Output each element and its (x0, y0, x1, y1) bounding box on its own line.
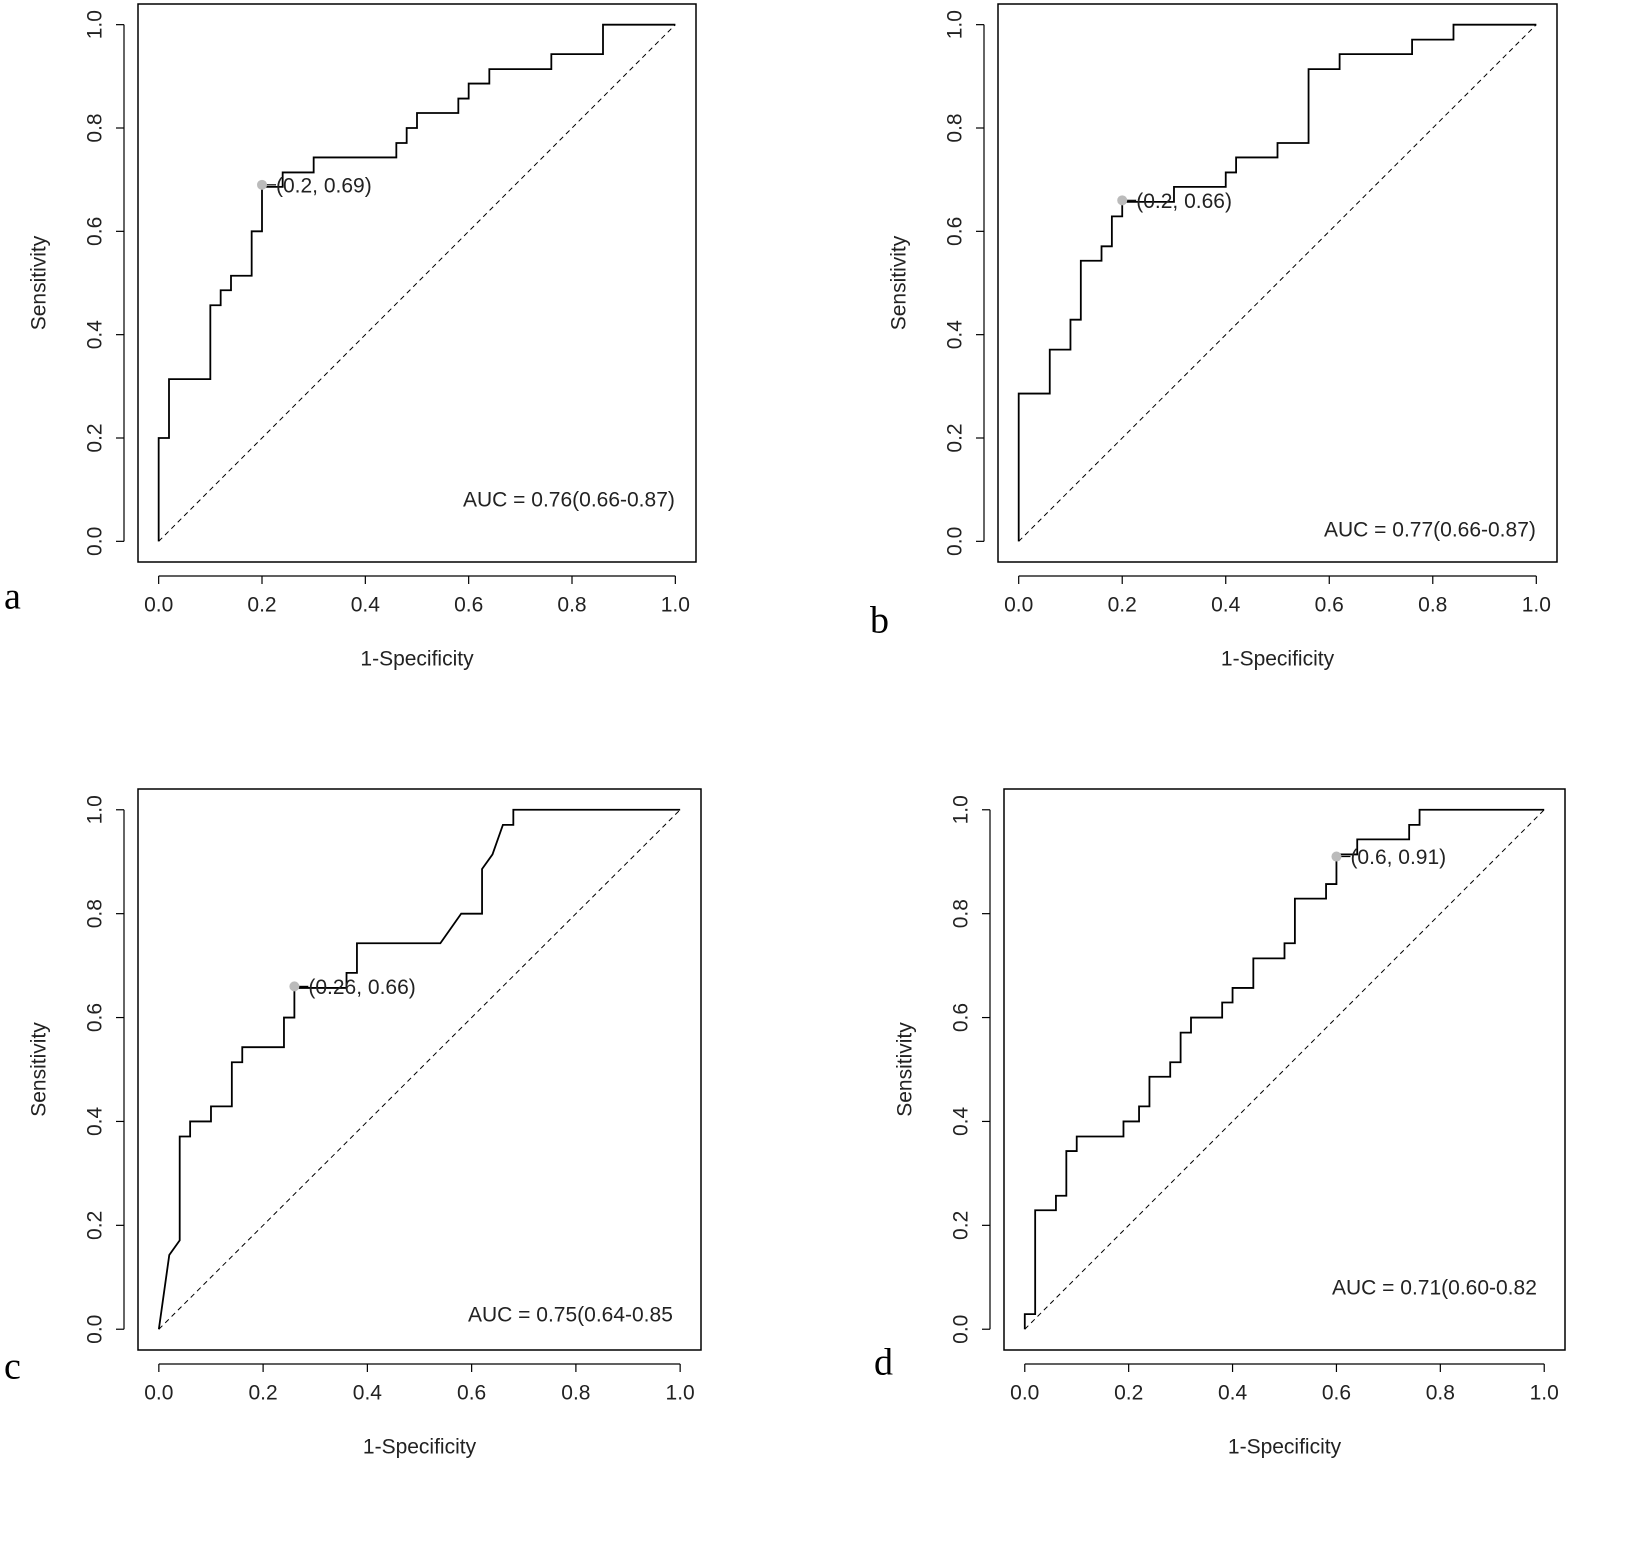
plot-frame (137, 3, 697, 563)
x-tick-label: 0.0 (144, 594, 173, 617)
annotation-group: AUC = 0.76(0.66-0.87) (463, 489, 675, 512)
y-tick-label: 0.2 (84, 1211, 107, 1240)
panel-label: b (870, 600, 889, 642)
reference-line (158, 809, 681, 1330)
x-tick-label: 0.6 (1315, 594, 1344, 617)
y-tick-label: 0.6 (84, 217, 107, 246)
roc-curve (157, 23, 676, 542)
y-tick-label: 0.0 (84, 1315, 107, 1344)
panel: 0.0 0.2 0.4 0.6 0.8 1.0 0.0 0.2 0.4 0.6 0.8 1.0 1-Sp… (4, 3, 697, 671)
cutoff-label: (0.6, 0.91) (1350, 846, 1446, 869)
y-tick-label: 1.0 (944, 10, 967, 39)
x-tick-label: 0.2 (249, 1382, 278, 1405)
panel: 0.0 0.2 0.4 0.6 0.8 1.0 0.0 0.2 0.4 0.6 0.8 1.0 1-Sp… (874, 788, 1566, 1459)
y-tick-label: 0.2 (944, 423, 967, 452)
reference-line (1024, 809, 1545, 1330)
y-tick-label: 0.2 (84, 423, 107, 452)
cutoff-label: (0.2, 0.66) (1136, 190, 1232, 213)
panel-label: c (4, 1346, 21, 1388)
cutoff-point (289, 981, 300, 992)
x-tick-label: 0.2 (247, 594, 276, 617)
x-tick-label: 0.4 (1211, 594, 1241, 617)
y-tick-label: 1.0 (84, 10, 107, 39)
y-tick-label: 0.2 (950, 1211, 973, 1240)
y-tick-label: 0.8 (84, 113, 107, 142)
y-tick-label: 0.6 (84, 1003, 107, 1032)
y-tick-label: 0.8 (950, 899, 973, 928)
x-tick-label: 0.6 (1322, 1382, 1351, 1405)
y-tick-label: 0.6 (950, 1003, 973, 1032)
plot-frame (1003, 788, 1566, 1351)
y-tick-label: 0.4 (944, 320, 967, 350)
x-tick-label: 0.2 (1114, 1382, 1143, 1405)
plot-frame (137, 788, 702, 1351)
y-tick-label: 0.0 (944, 527, 967, 556)
x-tick-label: 0.2 (1108, 594, 1137, 617)
x-tick-label: 0.8 (561, 1382, 590, 1405)
annotation-group: AUC = 0.71(0.60-0.82 (1332, 1277, 1537, 1300)
x-tick-label: 1.0 (1522, 594, 1551, 617)
x-tick-label: 0.8 (1418, 594, 1447, 617)
cutoff-point (1117, 195, 1128, 206)
y-tick-label: 0.4 (84, 1107, 107, 1137)
cutoff-label: (0.26, 0.66) (308, 976, 415, 999)
auc-annotation: AUC = 0.71(0.60-0.82 (1332, 1277, 1537, 1300)
x-axis-title: 1-Specificity (1221, 648, 1335, 671)
x-tick-label: 1.0 (666, 1382, 695, 1405)
cutoff-label: (0.2, 0.69) (276, 174, 372, 197)
panel-label: d (874, 1342, 893, 1384)
panel-label: a (4, 576, 21, 618)
x-tick-label: 0.4 (353, 1382, 383, 1405)
y-tick-label: 0.8 (84, 899, 107, 928)
x-tick-label: 0.0 (144, 1382, 173, 1405)
x-tick-label: 0.0 (1010, 1382, 1039, 1405)
y-tick-label: 1.0 (84, 795, 107, 824)
x-axis-title: 1-Specificity (363, 1436, 477, 1459)
panel: 0.0 0.2 0.4 0.6 0.8 1.0 0.0 0.2 0.4 0.6 0.8 1.0 1-Sp… (870, 3, 1558, 671)
x-tick-label: 0.4 (351, 594, 381, 617)
y-tick-label: 1.0 (950, 795, 973, 824)
x-tick-label: 1.0 (661, 594, 690, 617)
cutoff-point (1331, 851, 1342, 862)
y-tick-label: 0.0 (84, 527, 107, 556)
y-tick-label: 0.4 (84, 320, 107, 350)
roc-curve (1017, 23, 1537, 542)
y-tick-label: 0.0 (950, 1315, 973, 1344)
x-axis-title: 1-Specificity (360, 648, 474, 671)
x-tick-label: 0.6 (454, 594, 483, 617)
annotation-group: AUC = 0.77(0.66-0.87) (1324, 519, 1536, 542)
reference-line (1018, 24, 1537, 542)
auc-annotation: AUC = 0.75(0.64-0.85 (468, 1304, 673, 1327)
y-axis-title: Sensitivity (28, 1022, 51, 1117)
y-tick-label: 0.4 (950, 1107, 973, 1137)
x-tick-label: 1.0 (1530, 1382, 1559, 1405)
y-axis-title: Sensitivity (28, 235, 51, 330)
x-axis-title: 1-Specificity (1228, 1436, 1342, 1459)
x-tick-label: 0.8 (1426, 1382, 1455, 1405)
y-tick-label: 0.8 (944, 113, 967, 142)
reference-line (158, 24, 676, 542)
x-tick-label: 0.8 (557, 594, 586, 617)
x-tick-label: 0.0 (1004, 594, 1033, 617)
y-axis-title: Sensitivity (888, 235, 911, 330)
roc-curve (157, 808, 681, 1330)
annotation-group: AUC = 0.75(0.64-0.85 (468, 1304, 673, 1327)
cutoff-point (257, 179, 267, 190)
auc-annotation: AUC = 0.77(0.66-0.87) (1324, 519, 1536, 542)
auc-annotation: AUC = 0.76(0.66-0.87) (463, 489, 675, 512)
x-tick-label: 0.6 (457, 1382, 486, 1405)
plot-frame (997, 3, 1558, 563)
y-tick-label: 0.6 (944, 217, 967, 246)
y-axis-title: Sensitivity (894, 1022, 917, 1117)
panel: 0.0 0.2 0.4 0.6 0.8 1.0 0.0 0.2 0.4 0.6 0.8 1.0 1-Sp… (4, 788, 702, 1459)
x-tick-label: 0.4 (1218, 1382, 1248, 1405)
